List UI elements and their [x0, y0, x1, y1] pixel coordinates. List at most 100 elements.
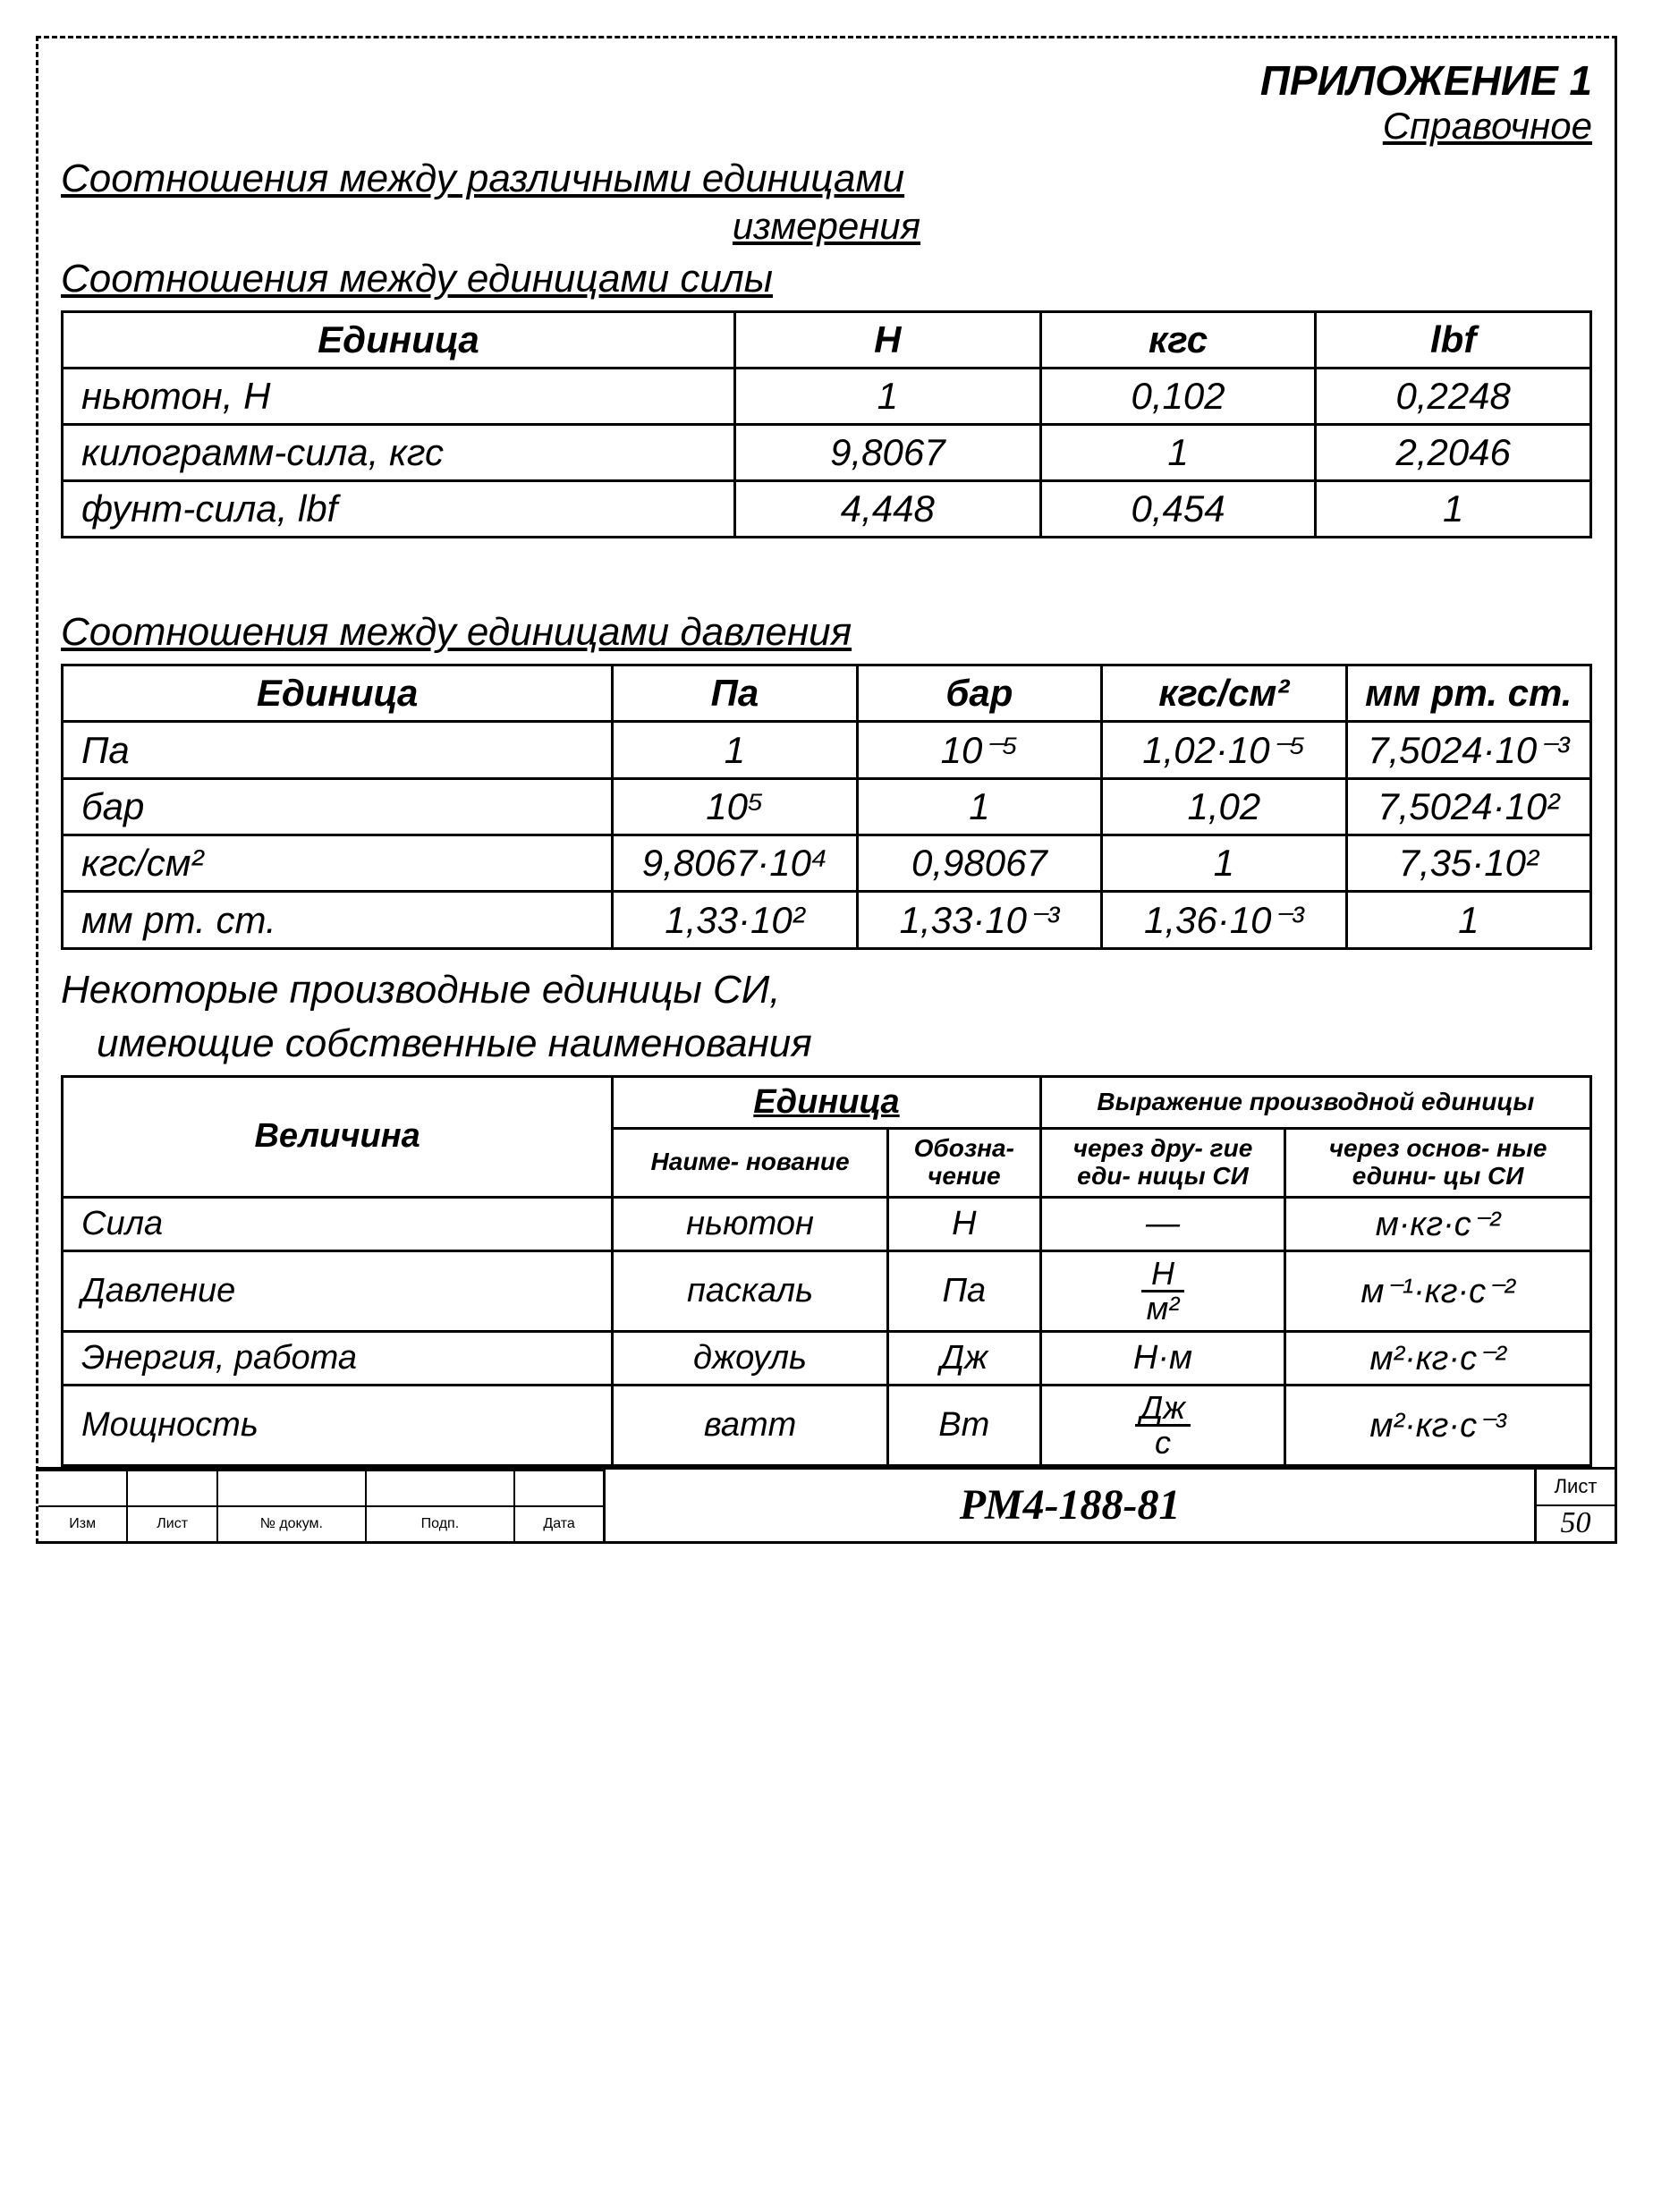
section-title-derived-l2: имеющие собственные наименования [97, 1021, 1592, 1066]
stamp-cell [515, 1470, 603, 1505]
sheet-number: 50 [1537, 1506, 1615, 1541]
cell: Вт [887, 1385, 1040, 1465]
reference-label: Справочное [61, 105, 1592, 148]
col-header: Па [613, 665, 857, 722]
row-label: Па [63, 722, 613, 779]
table-row: Па 1 10⁻⁵ 1,02·10⁻⁵ 7,5024·10⁻³ [63, 722, 1591, 779]
row-label: бар [63, 779, 613, 835]
cell: 1,33·10² [613, 892, 857, 949]
cell: 1 [1102, 835, 1346, 892]
cell: Нм² [1040, 1250, 1284, 1331]
col-subheader-via-base: через основ- ные едини- цы СИ [1285, 1129, 1591, 1198]
cell: 0,98067 [857, 835, 1101, 892]
row-label: Давление [63, 1250, 613, 1331]
cell: 1 [1346, 892, 1590, 949]
stamp-revision-block: Изм Лист № докум. Подп. Дата [38, 1470, 606, 1541]
cell: 1,02 [1102, 779, 1346, 835]
cell: — [1040, 1197, 1284, 1250]
row-label: килограмм-сила, кгс [63, 425, 735, 481]
stamp-label: Подп. [367, 1505, 515, 1541]
cell: м²·кг·с⁻³ [1285, 1385, 1591, 1465]
stamp-label: Изм [38, 1505, 128, 1541]
stamp-cell [128, 1470, 217, 1505]
cell: м⁻¹·кг·с⁻² [1285, 1250, 1591, 1331]
cell: джоуль [613, 1331, 888, 1385]
cell: паскаль [613, 1250, 888, 1331]
table-row: Сила ньютон Н — м·кг·с⁻² [63, 1197, 1591, 1250]
main-title-line1: Соотношения между различными единицами [61, 157, 1592, 201]
cell: Па [887, 1250, 1040, 1331]
stamp-label: № докум. [218, 1505, 367, 1541]
cell: 0,102 [1040, 369, 1316, 425]
row-label: Мощность [63, 1385, 613, 1465]
section-title-force: Соотношения между единицами силы [61, 257, 1592, 301]
header: Приложение 1 Справочное [61, 56, 1592, 148]
appendix-label: Приложение 1 [61, 56, 1592, 105]
row-label: фунт-сила, lbf [63, 481, 735, 538]
col-header: кгс [1040, 312, 1316, 369]
main-title-line2: измерения [61, 205, 1592, 248]
col-header: Единица [63, 312, 735, 369]
cell: 2,2046 [1316, 425, 1591, 481]
col-header-expr: Выражение производной единицы [1040, 1077, 1590, 1129]
document-number: РМ4-188-81 [606, 1470, 1534, 1541]
col-header: мм рт. ст. [1346, 665, 1590, 722]
cell: 0,2248 [1316, 369, 1591, 425]
cell: м²·кг·с⁻² [1285, 1331, 1591, 1385]
table-row: ньютон, Н 1 0,102 0,2248 [63, 369, 1591, 425]
cell: 9,8067·10⁴ [613, 835, 857, 892]
cell: 7,5024·10⁻³ [1346, 722, 1590, 779]
cell: 4,448 [734, 481, 1040, 538]
cell: Н·м [1040, 1331, 1284, 1385]
sheet-label: Лист [1537, 1470, 1615, 1506]
col-header: кгс/см² [1102, 665, 1346, 722]
cell: 0,454 [1040, 481, 1316, 538]
cell: Джс [1040, 1385, 1284, 1465]
cell: 1,02·10⁻⁵ [1102, 722, 1346, 779]
cell: Н [887, 1197, 1040, 1250]
col-subheader-name: Наиме- нование [613, 1129, 888, 1198]
table-row: килограмм-сила, кгс 9,8067 1 2,2046 [63, 425, 1591, 481]
col-header-unit: Единица [613, 1077, 1041, 1129]
row-label: мм рт. ст. [63, 892, 613, 949]
col-header-unit-text: Единица [753, 1083, 899, 1121]
table-row: фунт-сила, lbf 4,448 0,454 1 [63, 481, 1591, 538]
section-title-derived-l1: Некоторые производные единицы СИ, [61, 968, 1592, 1013]
cell: 1 [1040, 425, 1316, 481]
cell: 1 [734, 369, 1040, 425]
row-label: Сила [63, 1197, 613, 1250]
col-header: бар [857, 665, 1101, 722]
stamp-label: Лист [128, 1505, 217, 1541]
table-row: Мощность ватт Вт Джс м²·кг·с⁻³ [63, 1385, 1591, 1465]
table-row: Единица Па бар кгс/см² мм рт. ст. [63, 665, 1591, 722]
table-row: Единица Н кгс lbf [63, 312, 1591, 369]
cell: ватт [613, 1385, 888, 1465]
cell: 10⁻⁵ [857, 722, 1101, 779]
table-row: бар 10⁵ 1 1,02 7,5024·10² [63, 779, 1591, 835]
row-label: кгс/см² [63, 835, 613, 892]
stamp-cell [38, 1470, 128, 1505]
cell: 1 [1316, 481, 1591, 538]
stamp-label: Дата [515, 1505, 603, 1541]
table-pressure: Единица Па бар кгс/см² мм рт. ст. Па 1 1… [61, 664, 1592, 950]
cell: 1,36·10⁻³ [1102, 892, 1346, 949]
table-row: Давление паскаль Па Нм² м⁻¹·кг·с⁻² [63, 1250, 1591, 1331]
section-title-pressure: Соотношения между единицами давления [61, 610, 1592, 655]
col-header: Н [734, 312, 1040, 369]
table-row: кгс/см² 9,8067·10⁴ 0,98067 1 7,35·10² [63, 835, 1591, 892]
cell: 7,35·10² [1346, 835, 1590, 892]
cell: м·кг·с⁻² [1285, 1197, 1591, 1250]
col-header-quantity: Величина [63, 1077, 613, 1198]
stamp-cell [218, 1470, 367, 1505]
sheet-block: Лист 50 [1534, 1470, 1615, 1541]
col-header: lbf [1316, 312, 1591, 369]
table-row: Энергия, работа джоуль Дж Н·м м²·кг·с⁻² [63, 1331, 1591, 1385]
cell: 1 [613, 722, 857, 779]
document-page: Приложение 1 Справочное Соотношения межд… [36, 36, 1617, 1544]
cell: Дж [887, 1331, 1040, 1385]
table-force: Единица Н кгс lbf ньютон, Н 1 0,102 0,22… [61, 310, 1592, 538]
table-derived: Величина Единица Выражение производной е… [61, 1075, 1592, 1467]
col-subheader-via-other: через дру- гие еди- ницы СИ [1040, 1129, 1284, 1198]
cell: 7,5024·10² [1346, 779, 1590, 835]
cell: 1,33·10⁻³ [857, 892, 1101, 949]
